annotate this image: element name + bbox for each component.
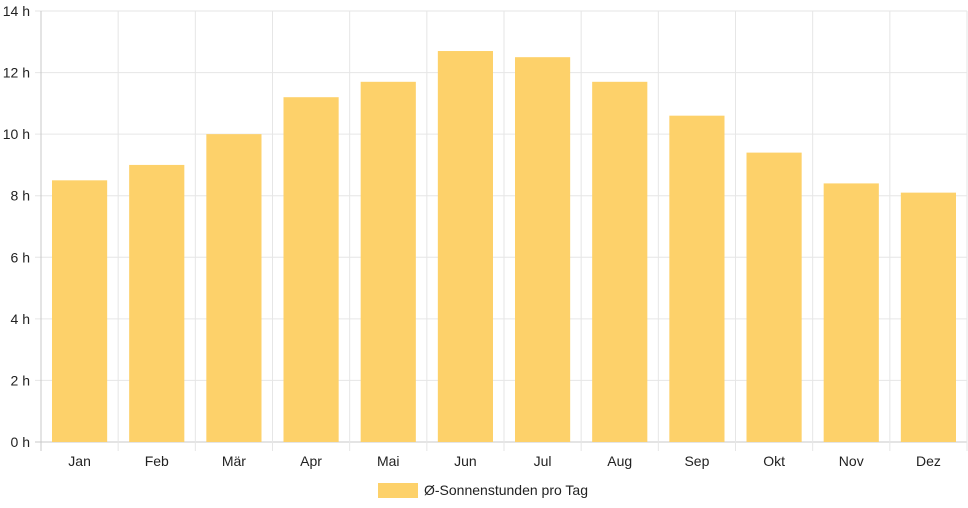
- y-tick-label: 10 h: [3, 126, 30, 142]
- bar-nov[interactable]: [823, 183, 879, 442]
- y-tick-label: 2 h: [11, 372, 30, 388]
- legend[interactable]: Ø-Sonnenstunden pro Tag: [378, 480, 588, 500]
- x-tick-label: Mär: [222, 453, 246, 469]
- bars: [52, 51, 956, 443]
- x-tick-label: Nov: [839, 453, 864, 469]
- x-tick-label: Sep: [684, 453, 709, 469]
- y-tick-label: 0 h: [11, 434, 30, 450]
- bar-okt[interactable]: [746, 152, 802, 442]
- y-tick-label: 14 h: [3, 3, 30, 19]
- x-tick-label: Dez: [916, 453, 941, 469]
- bar-feb[interactable]: [129, 164, 185, 442]
- bar-jun[interactable]: [437, 51, 493, 443]
- bar-aug[interactable]: [592, 81, 648, 443]
- y-tick-label: 4 h: [11, 311, 30, 327]
- y-tick-label: 12 h: [3, 65, 30, 81]
- bar-jan[interactable]: [52, 180, 108, 443]
- x-tick-label: Aug: [607, 453, 632, 469]
- axes: 0 h 2 h 4 h 6 h 8 h 10 h 12 h 14 h Jan Feb Mär Apr M…: [3, 3, 941, 469]
- x-tick-label: Jun: [454, 453, 477, 469]
- legend-swatch: [378, 482, 418, 498]
- x-tick-label: Apr: [300, 453, 322, 469]
- bar-mär[interactable]: [206, 134, 262, 442]
- x-tick-label: Okt: [763, 453, 785, 469]
- x-tick-label: Feb: [145, 453, 169, 469]
- x-tick-label: Jan: [68, 453, 91, 469]
- x-tick-label: Mai: [377, 453, 400, 469]
- bar-jul[interactable]: [515, 57, 571, 443]
- bar-dez[interactable]: [900, 192, 956, 442]
- bar-apr[interactable]: [283, 97, 339, 442]
- bar-sep[interactable]: [669, 115, 725, 443]
- legend-label: Ø-Sonnenstunden pro Tag: [424, 482, 588, 498]
- grid: [35, 10, 968, 451]
- y-tick-label: 8 h: [11, 188, 30, 204]
- y-tick-label: 6 h: [11, 249, 30, 265]
- x-tick-label: Jul: [534, 453, 552, 469]
- bar-mai[interactable]: [360, 81, 416, 443]
